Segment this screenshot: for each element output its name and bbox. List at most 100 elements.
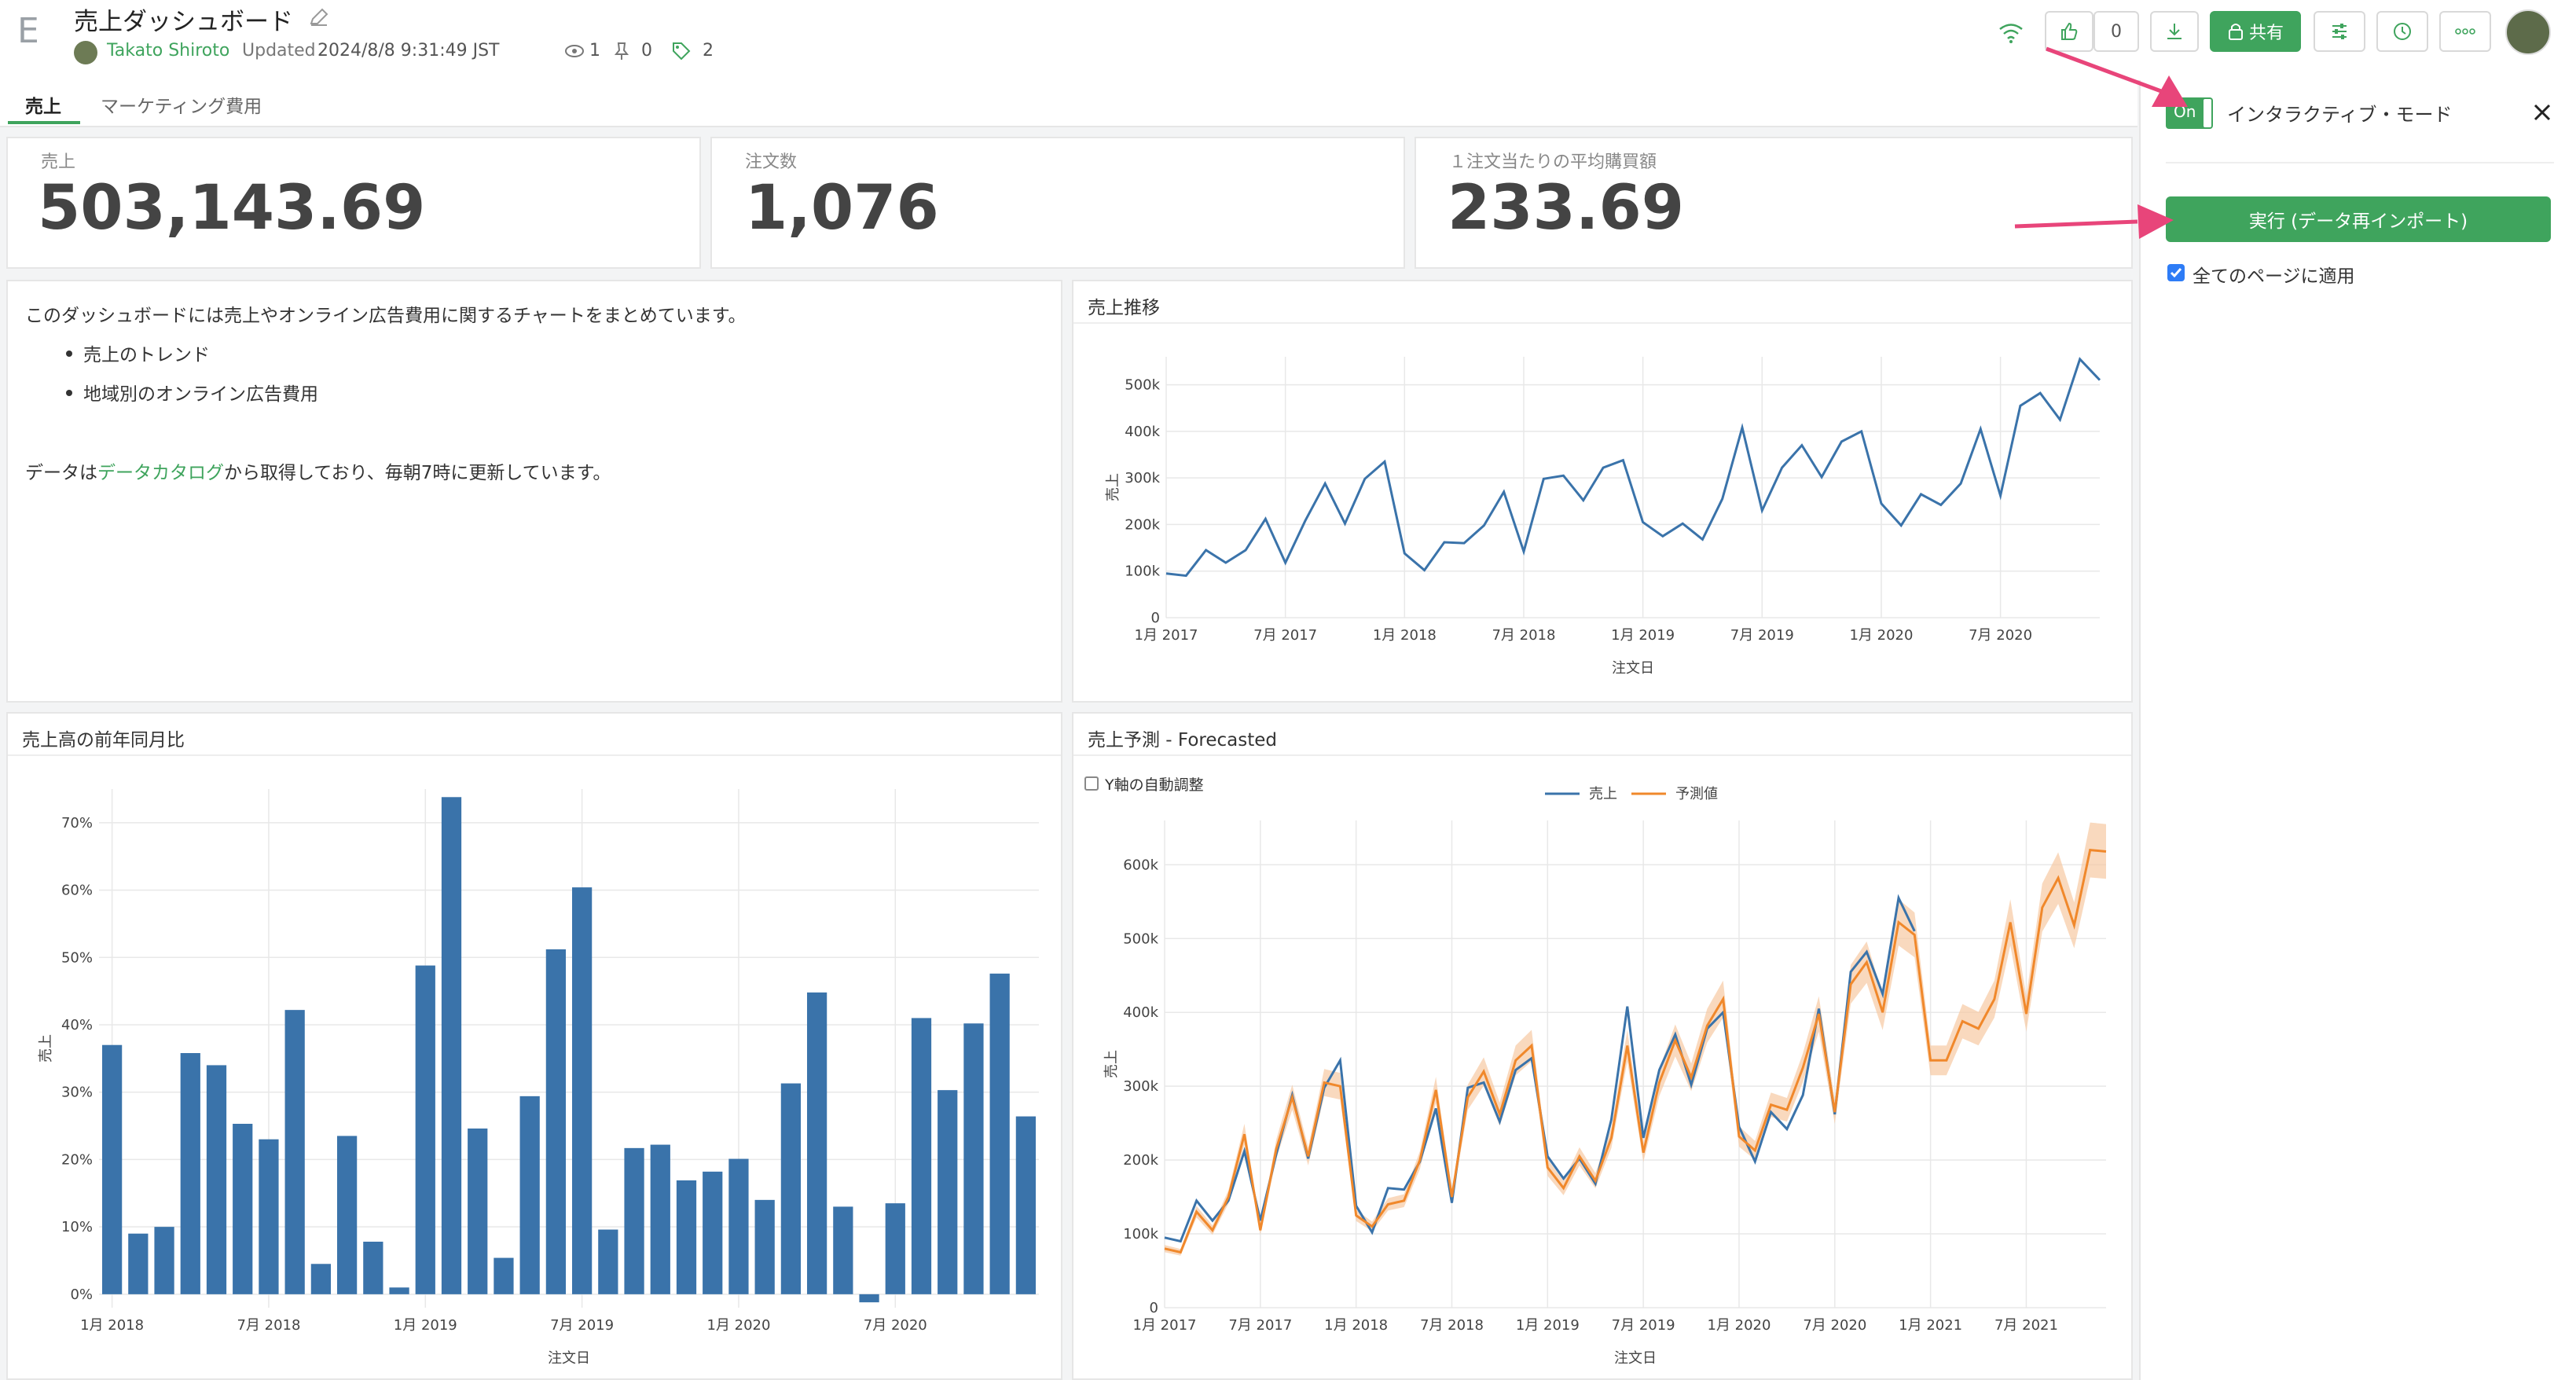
y-tick-label: 60% <box>61 883 93 899</box>
sales-trend-chart[interactable]: 0 100k 200k 300k 400k 500k 1月 2017 7月 2017 1月 20… <box>1073 325 2131 701</box>
yoy-bar <box>310 1264 332 1294</box>
forecast-panel: 売上予測 - Forecasted Y軸の自動調整 0 100k 200k 300k 4… <box>1072 712 2133 1380</box>
tab-marketing-cost[interactable]: マーケティング費用 <box>101 97 262 117</box>
yoy-bar <box>206 1065 227 1294</box>
sales-series-line <box>1165 357 2101 578</box>
kpi-label: 売上 <box>41 152 76 172</box>
y-tick-label: 200k <box>1123 1152 1158 1169</box>
panel-title: 売上推移 <box>1088 298 1160 318</box>
x-axis-title: 注文日 <box>548 1350 590 1367</box>
bullet-dot <box>66 390 72 396</box>
share-label: 共有 <box>2248 24 2284 43</box>
y-tick-label: 10% <box>61 1219 93 1235</box>
divider <box>1073 754 2131 756</box>
yoy-bar <box>703 1171 723 1294</box>
y-tick-label: 70% <box>61 815 93 831</box>
x-tick-label: 7月 2017 <box>1228 1317 1292 1334</box>
yoy-bar-chart[interactable]: 0% 10% 20% 30% 40% 50% 60% 70% 1月 2018 7月 2018 1月 … <box>8 758 1061 1378</box>
like-button[interactable] <box>2045 11 2093 52</box>
apply-all-pages-checkbox[interactable] <box>2167 264 2185 281</box>
kpi-value: 233.69 <box>1448 173 1684 244</box>
updated-timestamp: 2024/8/8 9:31:49 JST <box>317 41 500 61</box>
auto-y-checkbox[interactable] <box>1084 776 1099 791</box>
tab-sales[interactable]: 売上 <box>25 97 61 117</box>
x-tick-label: 1月 2020 <box>1849 627 1913 644</box>
kpi-label: 注文数 <box>745 152 798 172</box>
x-tick-label: 7月 2019 <box>550 1317 614 1334</box>
author-name[interactable]: Takato Shiroto <box>107 41 230 61</box>
yoy-bar <box>389 1287 409 1294</box>
y-tick-label: 100k <box>1123 1226 1158 1242</box>
author-avatar <box>74 41 97 64</box>
eye-icon <box>565 45 584 57</box>
app-logo[interactable]: E <box>17 11 39 51</box>
panel-title: 売上予測 - Forecasted <box>1088 730 1277 751</box>
x-tick-label: 1月 2018 <box>1324 1317 1388 1334</box>
run-reimport-button[interactable]: 実行 (データ再インポート) <box>2166 196 2551 242</box>
legend-label-forecast: 予測値 <box>1675 786 1718 802</box>
view-count: 1 <box>589 41 600 61</box>
wifi-icon <box>1999 24 2023 43</box>
y-tick-label: 50% <box>61 949 93 966</box>
check-icon <box>2170 268 2182 278</box>
x-tick-label: 1月 2018 <box>80 1317 144 1334</box>
yoy-bar <box>415 965 435 1294</box>
edit-icon[interactable] <box>308 6 330 28</box>
yoy-bar <box>676 1180 697 1294</box>
forecast-series-line <box>1164 848 2107 1254</box>
x-tick-label: 7月 2020 <box>864 1317 927 1334</box>
y-tick-label: 30% <box>61 1085 93 1101</box>
forecast-chart[interactable]: 0 100k 200k 300k 400k 500k 600k 1月 2017 7月 2017 1… <box>1073 758 2131 1378</box>
y-tick-label: 500k <box>1123 930 1158 947</box>
tag-icon[interactable] <box>671 41 692 61</box>
y-tick-label: 0% <box>70 1286 93 1303</box>
x-tick-label: 7月 2018 <box>237 1317 300 1334</box>
annotation-arrow-toggle <box>2046 46 2188 107</box>
kpi-card-avg-order: １注文当たりの平均購買額 233.69 <box>1415 137 2133 269</box>
yoy-bar <box>1015 1116 1037 1294</box>
y-tick-label: 200k <box>1125 516 1160 533</box>
x-tick-label: 7月 2019 <box>1730 627 1794 644</box>
annotation-arrow-run <box>2014 204 2174 239</box>
download-button[interactable] <box>2150 11 2199 52</box>
x-tick-label: 7月 2017 <box>1253 627 1317 644</box>
download-icon <box>2167 24 2182 39</box>
x-tick-label: 7月 2020 <box>1969 627 2032 644</box>
auto-y-label: Y軸の自動調整 <box>1105 776 1204 794</box>
page-tabs <box>0 80 2137 127</box>
y-tick-label: 0 <box>1151 610 1160 626</box>
x-tick-label: 1月 2019 <box>1611 627 1675 644</box>
x-tick-label: 7月 2018 <box>1492 627 1555 644</box>
x-tick-label: 1月 2017 <box>1135 627 1198 644</box>
forecast-band <box>1165 822 2106 1256</box>
y-tick-label: 100k <box>1125 563 1160 580</box>
yoy-bar <box>571 887 593 1294</box>
close-icon[interactable] <box>2530 101 2554 124</box>
yoy-bar <box>101 1044 123 1294</box>
share-button[interactable]: 共有 <box>2210 11 2301 52</box>
y-tick-label: 40% <box>61 1017 93 1033</box>
yoy-bar <box>284 1010 305 1294</box>
x-tick-label: 1月 2020 <box>1707 1317 1771 1334</box>
settings-button[interactable] <box>2314 11 2365 52</box>
footer-text-after: から取得しており、毎朝7時に更新しています。 <box>224 463 611 483</box>
yoy-bar <box>885 1203 905 1294</box>
more-button[interactable] <box>2439 11 2491 52</box>
x-tick-label: 1月 2021 <box>1899 1317 1962 1334</box>
interactive-mode-label: インタラクティブ・モード <box>2227 104 2453 126</box>
thumbs-up-icon <box>2061 22 2078 40</box>
yoy-bar <box>911 1018 932 1294</box>
data-catalog-link[interactable]: データカタログ <box>97 463 224 483</box>
tag-count: 2 <box>703 41 714 61</box>
user-avatar[interactable] <box>2505 9 2551 55</box>
legend-label-sales: 売上 <box>1589 786 1617 802</box>
yoy-bar <box>806 992 827 1294</box>
y-axis-title: 売上 <box>38 1034 54 1063</box>
schedule-button[interactable] <box>2376 11 2428 52</box>
yoy-bar <box>180 1053 200 1294</box>
yoy-bar <box>336 1136 358 1294</box>
y-tick-label: 600k <box>1123 857 1158 873</box>
y-tick-label: 0 <box>1150 1300 1158 1316</box>
yoy-bar <box>128 1233 149 1294</box>
divider <box>8 754 1061 756</box>
